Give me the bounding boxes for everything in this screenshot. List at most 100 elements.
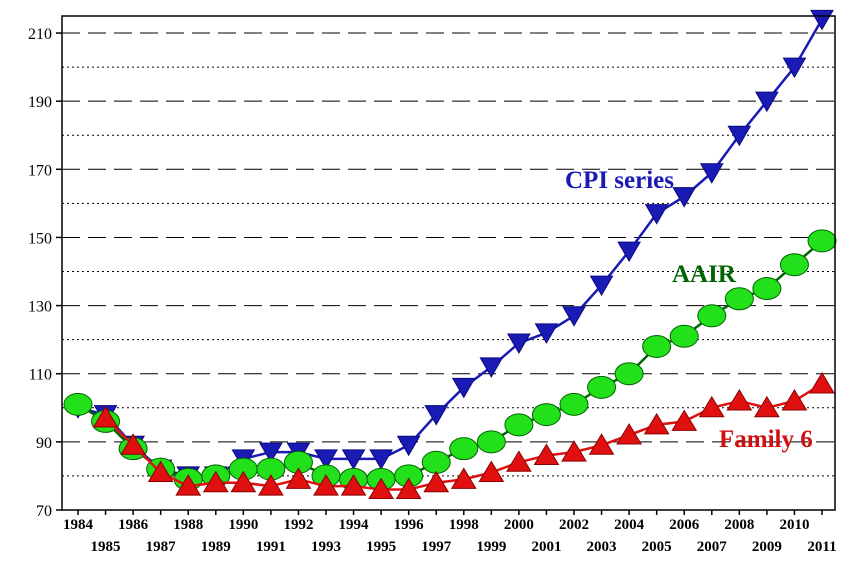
x-tick-label: 2002 [559, 517, 589, 533]
y-tick-label: 110 [29, 367, 52, 384]
data-point [368, 477, 394, 500]
x-tick-label: 2010 [779, 517, 809, 533]
data-point [671, 409, 698, 431]
data-point [782, 57, 807, 79]
data-point [230, 470, 257, 493]
x-tick-label: 2005 [642, 539, 672, 555]
series-family-6 [92, 371, 835, 500]
data-point [724, 287, 754, 311]
data-point [781, 389, 808, 411]
data-point [587, 375, 617, 399]
data-point [478, 460, 505, 483]
data-point [562, 306, 586, 327]
x-tick-label: 1985 [91, 539, 121, 555]
data-point [314, 449, 338, 470]
x-axis-ticks: 1984 1985 1986 1987 1988 1989 1990 1991 1992 1993… [63, 510, 837, 555]
data-point [752, 277, 782, 301]
data-point [424, 405, 449, 426]
x-tick-label: 1984 [63, 517, 94, 533]
data-point [369, 449, 393, 470]
data-point [450, 467, 477, 489]
grid-lines [62, 32, 835, 477]
data-point [810, 9, 834, 31]
data-point [202, 470, 229, 493]
plot-frame [61, 15, 836, 511]
data-point [479, 357, 504, 378]
x-tick-label: 2006 [669, 517, 700, 533]
data-point [672, 187, 697, 208]
data-point [396, 435, 421, 457]
x-tick-label: 1991 [256, 539, 286, 555]
x-tick-label: 1993 [311, 539, 341, 555]
data-point [755, 91, 779, 113]
data-point [807, 229, 837, 253]
x-tick-label: 2003 [587, 539, 617, 555]
y-tick-label: 210 [28, 26, 52, 43]
data-point [120, 433, 146, 455]
cpi-series-label: CPI series [565, 167, 674, 194]
y-tick-label: 150 [28, 230, 52, 247]
data-point [779, 253, 809, 277]
series-layer [63, 9, 837, 500]
data-point [614, 362, 644, 386]
data-point [533, 443, 560, 465]
data-point [698, 395, 725, 418]
y-tick-label: 170 [28, 162, 52, 179]
data-point [395, 477, 422, 500]
x-tick-label: 1995 [366, 539, 396, 555]
data-point [92, 406, 119, 428]
x-tick-label: 1990 [228, 517, 258, 533]
y-tick-label: 70 [36, 503, 52, 520]
x-tick-label: 1988 [173, 517, 203, 533]
x-tick-label: 2000 [504, 517, 534, 533]
x-tick-label: 1994 [339, 517, 370, 533]
data-point [340, 474, 367, 496]
y-tick-label: 190 [28, 94, 52, 111]
data-point [506, 450, 532, 472]
x-tick-label: 1986 [118, 517, 149, 533]
data-point [559, 392, 589, 416]
data-point [423, 470, 450, 493]
data-point [727, 125, 752, 147]
x-tick-label: 2007 [697, 539, 728, 555]
y-tick-label: 90 [36, 435, 52, 452]
data-point [697, 304, 727, 328]
x-tick-label: 1989 [201, 539, 231, 555]
data-point [259, 442, 283, 464]
x-tick-label: 2009 [752, 539, 782, 555]
data-point [258, 474, 284, 496]
x-tick-label: 1996 [394, 517, 425, 533]
x-tick-label: 2011 [807, 539, 836, 555]
data-point [809, 371, 835, 394]
x-tick-label: 1998 [449, 517, 479, 533]
data-point [175, 474, 202, 496]
data-point [534, 323, 559, 344]
data-point [507, 333, 531, 355]
data-point [726, 389, 753, 411]
data-point [642, 334, 672, 358]
y-axis-ticks: 70 90 110 130 150 170 190 210 [28, 26, 62, 520]
data-point [588, 433, 615, 455]
x-tick-label: 1992 [283, 517, 313, 533]
data-point [616, 423, 642, 445]
data-point [617, 241, 641, 263]
data-point [63, 392, 93, 416]
data-point [643, 412, 670, 435]
data-point [476, 430, 506, 454]
x-tick-label: 1997 [421, 539, 452, 555]
series-aair [63, 229, 837, 491]
aair-series-label: AAIR [672, 261, 737, 288]
data-point [531, 403, 561, 427]
data-point [699, 163, 724, 184]
data-point [589, 275, 614, 297]
data-point [504, 413, 534, 437]
data-point [451, 377, 476, 399]
data-point [341, 449, 366, 470]
data-point [313, 474, 339, 496]
x-tick-label: 2001 [531, 539, 561, 555]
x-tick-label: 2008 [724, 517, 754, 533]
data-point [561, 440, 587, 462]
data-point [449, 437, 479, 461]
data-point [147, 460, 174, 483]
